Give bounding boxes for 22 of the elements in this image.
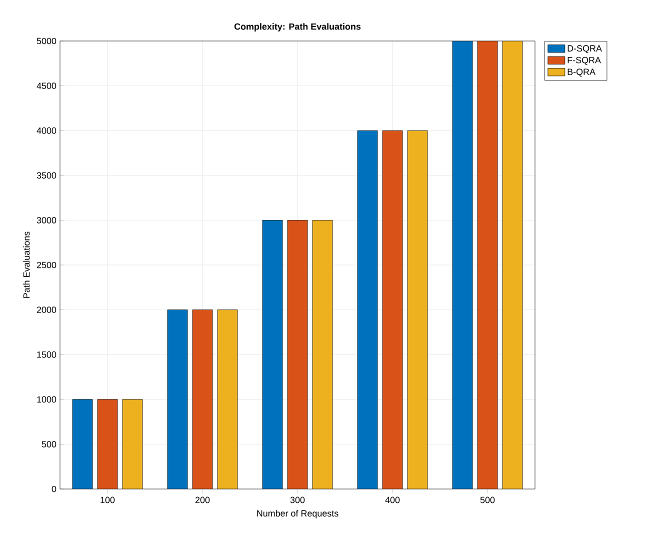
- y-tick-label: 4500: [36, 82, 56, 89]
- y-tick-label: 4000: [36, 127, 56, 134]
- x-tick-label: 300: [290, 496, 305, 504]
- legend-label: F-SQRA: [568, 56, 601, 65]
- y-tick-label: 2000: [36, 306, 56, 313]
- y-tick-label: 0: [52, 486, 56, 492]
- y-tick-label: 5000: [36, 38, 56, 44]
- y-tick-label: 1500: [37, 351, 56, 358]
- y-tick-label: 3000: [36, 217, 56, 224]
- x-axis-title: Number of Requests: [257, 510, 338, 518]
- legend-label: B-QRA: [568, 68, 596, 77]
- chart-title: Complexity: Path Evaluations: [234, 23, 361, 32]
- x-tick-label: 200: [195, 496, 210, 504]
- y-axis-title: Path Evaluations: [23, 232, 30, 298]
- y-tick-label: 1000: [37, 396, 56, 403]
- x-tick-label: 500: [480, 496, 495, 504]
- y-tick-label: 3500: [36, 172, 56, 179]
- x-tick-label: 100: [100, 496, 115, 504]
- legend-label: D-SQRA: [568, 45, 602, 54]
- y-tick-label: 500: [42, 441, 56, 448]
- y-tick-label: 2500: [36, 262, 56, 268]
- x-tick-label: 400: [385, 496, 400, 504]
